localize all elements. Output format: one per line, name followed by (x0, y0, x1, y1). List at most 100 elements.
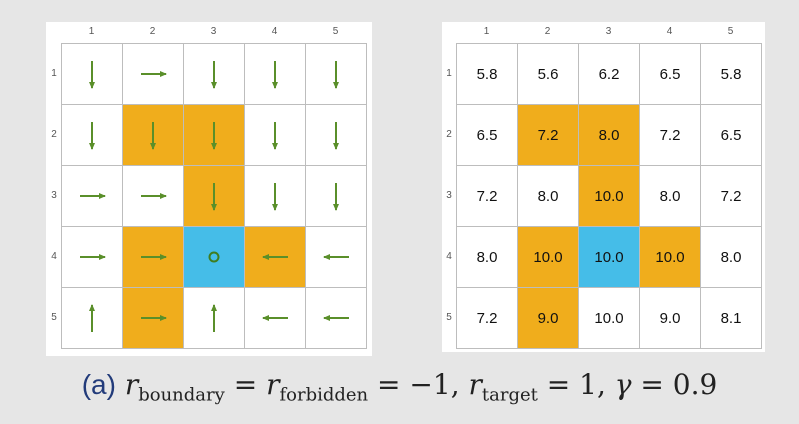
arrow-down-icon (150, 122, 156, 150)
state-value: 7.2 (537, 126, 559, 144)
policy-cell-1-3 (184, 44, 245, 105)
state-value: 8.0 (598, 126, 620, 144)
caption-eq2: = −1, (368, 368, 469, 401)
arrow-down-icon (272, 183, 278, 211)
state-value: 8.0 (537, 187, 559, 205)
stay-circle-icon (208, 251, 220, 263)
policy-cell-4-2 (123, 227, 184, 288)
value-cell-2-3: 8.0 (579, 105, 640, 166)
state-value-grid: 5.8 5.6 6.2 6.5 5.8 6.5 7.2 8.0 7.2 6.5 7.2 8.0 10.0… (456, 43, 762, 349)
state-value: 5.8 (720, 65, 742, 83)
state-value: 8.0 (659, 187, 681, 205)
row-label: 5 (51, 312, 57, 323)
arrow-right-icon (141, 193, 167, 199)
policy-cell-3-5 (306, 166, 367, 227)
value-cell-4-2: 10.0 (518, 227, 579, 288)
column-label: 1 (483, 26, 490, 37)
column-label: 4 (666, 26, 673, 37)
policy-cell-1-4 (245, 44, 306, 105)
state-value: 7.2 (476, 187, 498, 205)
arrow-down-icon (211, 61, 217, 89)
value-cell-2-1: 6.5 (457, 105, 518, 166)
state-value: 8.0 (720, 248, 742, 266)
state-value: 8.1 (720, 309, 742, 327)
policy-cell-5-4 (245, 288, 306, 349)
caption-tag: (a) (81, 369, 116, 400)
column-label: 5 (332, 26, 339, 37)
column-label: 3 (210, 26, 217, 37)
value-cell-3-5: 7.2 (701, 166, 762, 227)
value-cell-1-5: 5.8 (701, 44, 762, 105)
state-value-panel: 1 2 3 4 5 1 2 3 4 5 5.8 5.6 6.2 6.5 5.8 6.5 7.2 8.0 7.2 6… (442, 22, 765, 352)
arrow-down-icon (333, 122, 339, 150)
policy-cell-4-5 (306, 227, 367, 288)
value-cell-4-4: 10.0 (640, 227, 701, 288)
value-cell-1-3: 6.2 (579, 44, 640, 105)
policy-cell-2-5 (306, 105, 367, 166)
arrow-right-icon (141, 315, 167, 321)
value-cell-2-4: 7.2 (640, 105, 701, 166)
policy-cell-4-4 (245, 227, 306, 288)
column-label: 2 (149, 26, 156, 37)
arrow-right-icon (80, 193, 106, 199)
caption-r-target: rtarget (468, 368, 538, 406)
state-value: 10.0 (594, 187, 624, 205)
row-label: 4 (51, 251, 57, 262)
policy-cell-5-2 (123, 288, 184, 349)
row-label: 2 (446, 129, 452, 140)
row-label: 4 (446, 251, 452, 262)
policy-cell-5-3 (184, 288, 245, 349)
caption-eq4: = 0.9 (631, 368, 718, 401)
state-value: 6.5 (659, 65, 681, 83)
row-label: 3 (51, 190, 57, 201)
arrow-down-icon (272, 122, 278, 150)
policy-cell-3-2 (123, 166, 184, 227)
column-label: 1 (88, 26, 95, 37)
arrow-down-icon (333, 61, 339, 89)
policy-cell-3-1 (62, 166, 123, 227)
arrow-left-icon (323, 315, 349, 321)
policy-cell-1-1 (62, 44, 123, 105)
state-value: 7.2 (476, 309, 498, 327)
caption-eq3: = 1, (537, 368, 615, 401)
state-value: 9.0 (537, 309, 559, 327)
caption-gamma: γ (614, 368, 632, 401)
value-cell-2-5: 6.5 (701, 105, 762, 166)
policy-panel: 1 2 3 4 5 1 2 3 4 5 (46, 22, 372, 356)
arrow-left-icon (323, 254, 349, 260)
state-value: 7.2 (720, 187, 742, 205)
arrow-down-icon (211, 183, 217, 211)
caption-eq1: = (224, 368, 267, 401)
state-value: 8.0 (476, 248, 498, 266)
column-label: 3 (605, 26, 612, 37)
value-cell-5-4: 9.0 (640, 288, 701, 349)
column-label: 5 (727, 26, 734, 37)
arrow-right-icon (80, 254, 106, 260)
policy-cell-1-5 (306, 44, 367, 105)
value-cell-1-4: 6.5 (640, 44, 701, 105)
value-cell-5-3: 10.0 (579, 288, 640, 349)
policy-cell-4-3 (184, 227, 245, 288)
value-cell-1-2: 5.6 (518, 44, 579, 105)
policy-cell-2-4 (245, 105, 306, 166)
value-cell-1-1: 5.8 (457, 44, 518, 105)
arrow-down-icon (89, 61, 95, 89)
row-label: 3 (446, 190, 452, 201)
state-value: 6.5 (476, 126, 498, 144)
arrow-left-icon (262, 254, 288, 260)
value-cell-3-2: 8.0 (518, 166, 579, 227)
arrow-right-icon (141, 71, 167, 77)
value-cell-5-5: 8.1 (701, 288, 762, 349)
policy-cell-2-1 (62, 105, 123, 166)
state-value: 10.0 (594, 309, 624, 327)
arrow-left-icon (262, 315, 288, 321)
value-cell-3-3: 10.0 (579, 166, 640, 227)
state-value: 7.2 (659, 126, 681, 144)
row-label: 1 (51, 68, 57, 79)
value-cell-4-5: 8.0 (701, 227, 762, 288)
column-label: 2 (544, 26, 551, 37)
value-cell-3-4: 8.0 (640, 166, 701, 227)
row-label: 5 (446, 312, 452, 323)
caption-r-forbidden: rforbidden (266, 368, 369, 406)
value-cell-4-3: 10.0 (579, 227, 640, 288)
